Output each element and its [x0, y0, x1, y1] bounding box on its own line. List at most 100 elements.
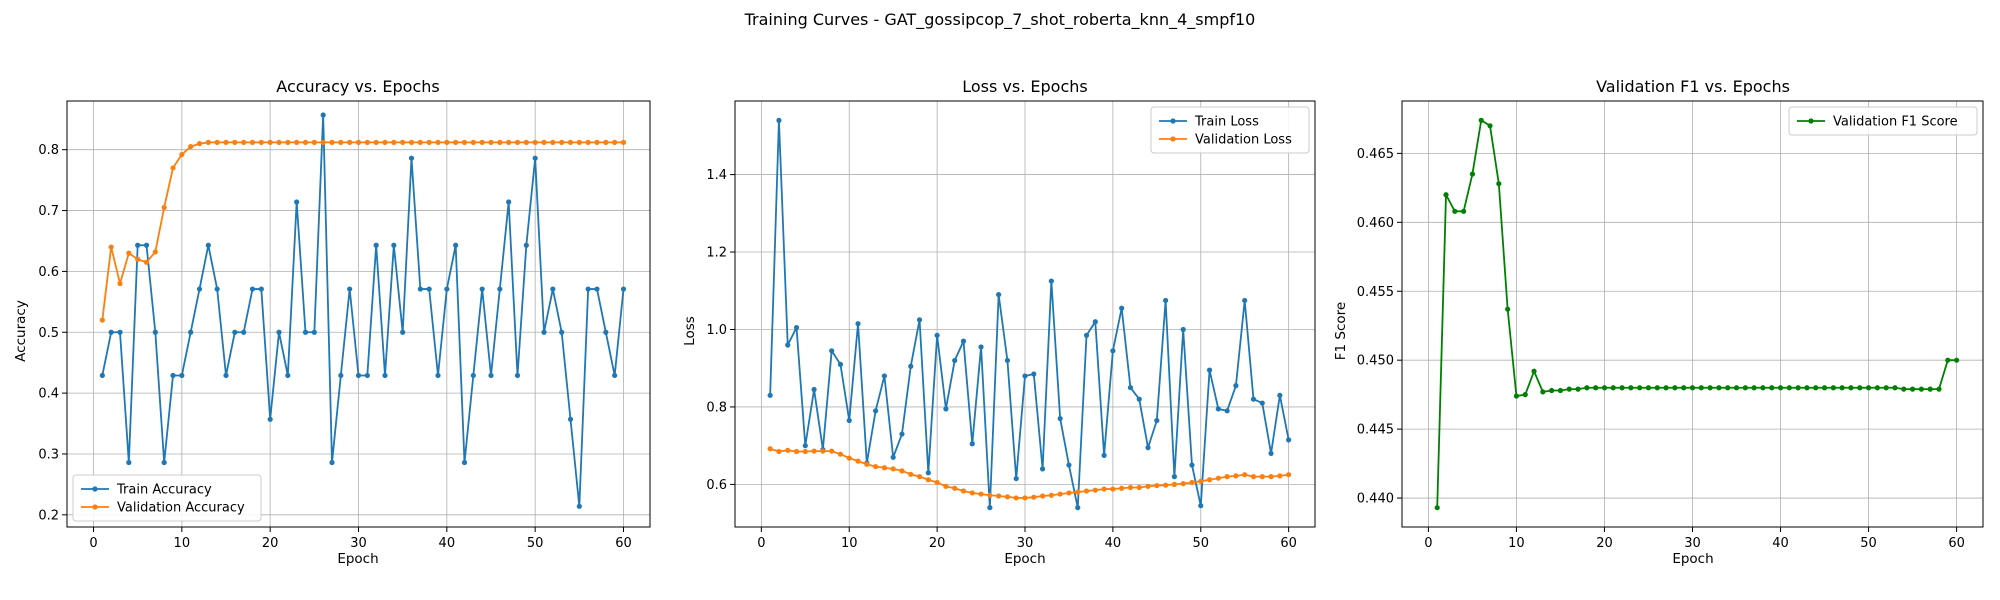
f1-data-point — [1522, 392, 1528, 398]
loss-data-point — [873, 463, 879, 470]
f1-data-point — [1681, 385, 1687, 391]
accuracy-chart-ylabel: Accuracy — [13, 300, 29, 362]
accuracy-data-point — [594, 139, 600, 145]
loss-data-point — [1136, 396, 1142, 402]
accuracy-xtick-label: 20 — [262, 536, 279, 551]
f1-data-point — [1461, 208, 1467, 214]
f1-data-point — [1637, 385, 1643, 391]
loss-data-point — [996, 292, 1002, 298]
accuracy-data-point — [364, 372, 370, 379]
loss-data-point — [996, 493, 1002, 499]
loss-data-point — [1242, 472, 1248, 478]
accuracy-data-point — [338, 139, 344, 145]
accuracy-series-line — [101, 114, 625, 508]
loss-legend-label: Train Loss — [1194, 115, 1259, 130]
accuracy-data-point — [161, 204, 167, 211]
f1-data-point — [1487, 123, 1493, 129]
loss-data-point — [1154, 482, 1160, 489]
accuracy-legend-box — [72, 474, 262, 522]
f1-series-0 — [1434, 117, 1960, 511]
loss-data-point — [785, 447, 791, 453]
accuracy-data-point — [294, 199, 300, 205]
loss-data-point — [1198, 478, 1204, 484]
loss-data-point — [1259, 400, 1265, 406]
loss-chart: Loss vs. Epochs Epoch Loss 0 10 20 30 40 50 60… — [682, 77, 1316, 567]
accuracy-data-point — [532, 139, 538, 145]
loss-data-point — [1224, 474, 1230, 480]
accuracy-ytick-label: 0.2 — [38, 508, 59, 523]
accuracy-data-point — [285, 372, 291, 379]
loss-data-point — [916, 317, 923, 323]
loss-data-point — [1048, 492, 1054, 498]
accuracy-data-point — [400, 329, 406, 335]
loss-data-point — [1242, 297, 1248, 304]
loss-data-point — [1127, 484, 1134, 491]
loss-xtick-label: 40 — [1105, 536, 1122, 551]
accuracy-data-point — [479, 286, 485, 292]
f1-xtick-label: 30 — [1684, 536, 1701, 551]
f1-data-point — [1575, 386, 1581, 392]
f1-data-point — [1927, 386, 1933, 392]
accuracy-data-point — [594, 286, 600, 292]
loss-data-point — [1250, 396, 1257, 402]
accuracy-series-line — [101, 141, 624, 321]
f1-xtick-label: 0 — [1424, 536, 1432, 551]
accuracy-data-point — [205, 139, 211, 145]
loss-data-point — [811, 386, 817, 393]
accuracy-data-point — [470, 372, 476, 379]
loss-data-point — [846, 417, 852, 424]
loss-data-point — [1180, 481, 1186, 487]
accuracy-data-point — [126, 250, 132, 256]
loss-data-point — [1268, 474, 1274, 480]
accuracy-data-point — [232, 139, 238, 145]
loss-data-point — [1277, 473, 1283, 479]
loss-xtick-label: 0 — [757, 536, 765, 551]
f1-data-point — [1469, 171, 1476, 177]
f1-grid — [1402, 101, 1983, 527]
loss-data-point — [846, 455, 852, 461]
loss-data-point — [1119, 485, 1125, 491]
loss-data-point — [1066, 490, 1072, 496]
loss-data-point — [881, 465, 887, 471]
accuracy-xtick-label: 0 — [89, 536, 97, 551]
f1-data-point — [1496, 181, 1502, 187]
loss-data-point — [1048, 278, 1054, 284]
accuracy-data-point — [329, 139, 335, 145]
loss-xtick-label: 50 — [1192, 536, 1209, 551]
accuracy-data-point — [497, 139, 503, 145]
loss-data-point — [1022, 373, 1028, 379]
accuracy-data-point — [143, 259, 150, 265]
f1-data-point — [1654, 385, 1660, 391]
f1-data-point — [1452, 208, 1458, 214]
accuracy-data-point — [223, 139, 229, 145]
accuracy-legend-label: Validation Accuracy — [117, 501, 245, 516]
accuracy-data-point — [576, 503, 582, 509]
loss-data-point — [1004, 494, 1011, 500]
loss-data-point — [1180, 326, 1186, 333]
loss-data-point — [908, 471, 914, 477]
loss-data-point — [1039, 493, 1046, 499]
accuracy-data-point — [373, 242, 379, 248]
f1-data-point — [1769, 385, 1775, 391]
accuracy-xtick-label: 30 — [350, 536, 367, 551]
loss-data-point — [1198, 503, 1204, 509]
f1-data-point — [1610, 385, 1616, 391]
accuracy-data-point — [426, 139, 432, 145]
loss-grid — [735, 101, 1315, 527]
loss-data-point — [1083, 488, 1090, 494]
accuracy-data-point — [435, 372, 441, 379]
accuracy-data-point — [126, 459, 132, 466]
accuracy-data-point — [453, 242, 459, 248]
f1-data-point — [1663, 385, 1669, 391]
accuracy-data-point — [514, 372, 521, 379]
accuracy-xtick-label: 60 — [615, 536, 632, 551]
accuracy-series-1 — [99, 139, 627, 323]
accuracy-data-point — [408, 155, 415, 161]
loss-data-point — [925, 470, 931, 476]
loss-data-point — [943, 406, 949, 412]
accuracy-chart-title: Accuracy vs. Epochs — [276, 77, 439, 96]
accuracy-data-point — [355, 372, 362, 379]
accuracy-data-point — [294, 139, 300, 145]
accuracy-data-point — [320, 139, 326, 145]
f1-data-point — [1883, 385, 1889, 391]
